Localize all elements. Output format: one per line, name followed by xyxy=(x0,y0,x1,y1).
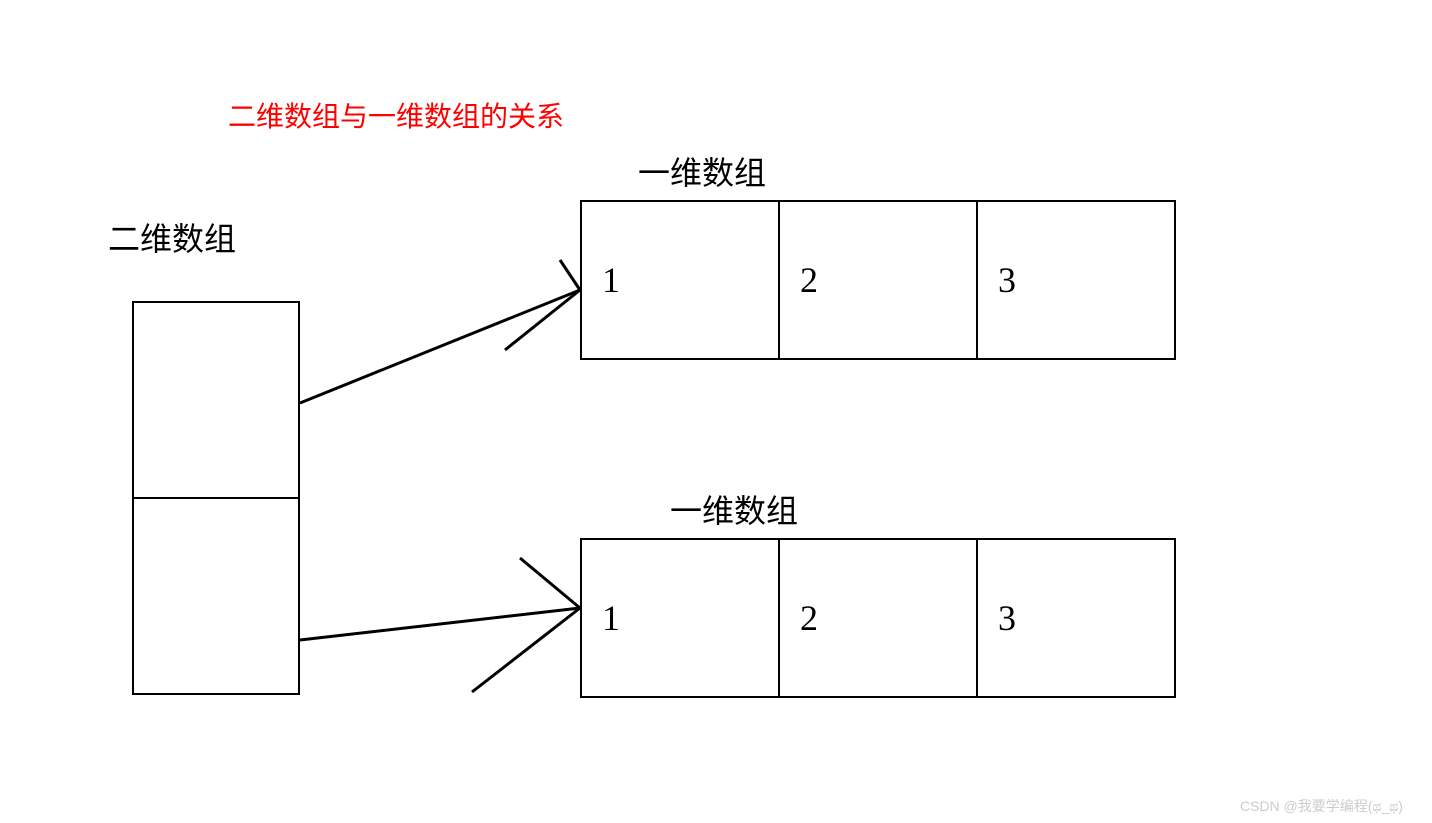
arrow-icon xyxy=(0,0,1432,823)
watermark: CSDN @我要学编程(ಥ_ಥ) xyxy=(1240,796,1403,816)
